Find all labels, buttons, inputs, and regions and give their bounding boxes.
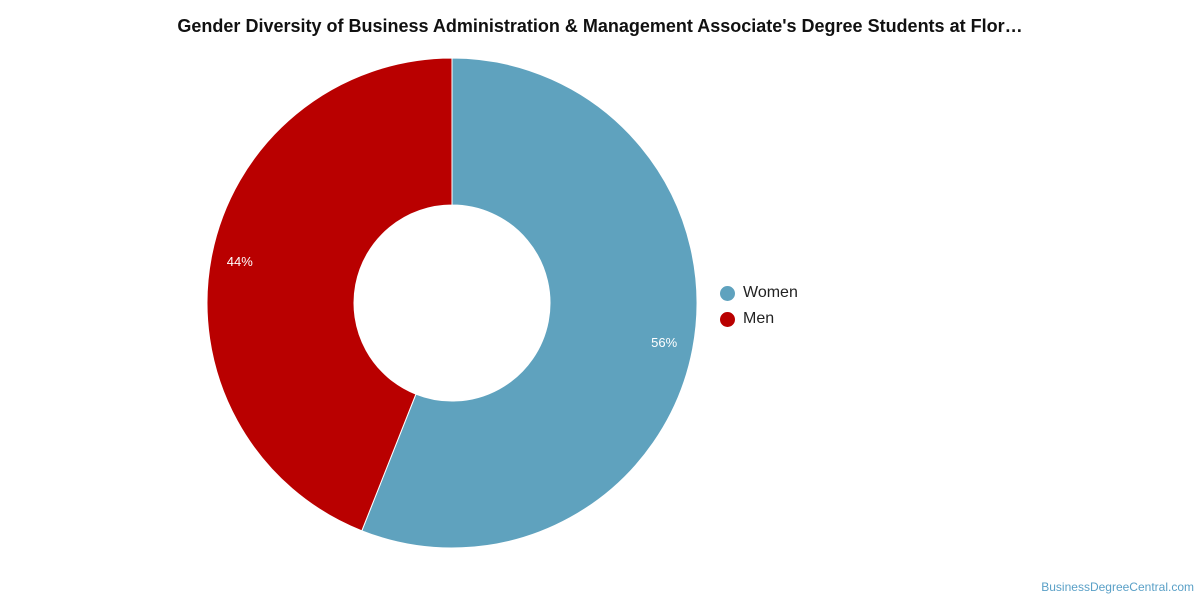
legend: Women Men bbox=[720, 280, 798, 332]
data-label-women: 56% bbox=[651, 335, 677, 350]
data-label-men: 44% bbox=[227, 254, 253, 269]
legend-swatch-men bbox=[720, 311, 735, 327]
legend-label-women: Women bbox=[743, 284, 798, 301]
legend-swatch-women bbox=[720, 285, 735, 301]
legend-item-women[interactable]: Women bbox=[720, 280, 798, 306]
legend-item-men[interactable]: Men bbox=[720, 306, 798, 332]
chart-title: Gender Diversity of Business Administrat… bbox=[177, 16, 1023, 36]
legend-label-men: Men bbox=[743, 310, 775, 327]
watermark[interactable]: BusinessDegreeCentral.com bbox=[1041, 580, 1194, 594]
slice-women[interactable] bbox=[361, 57, 698, 549]
slice-men[interactable] bbox=[206, 57, 453, 532]
